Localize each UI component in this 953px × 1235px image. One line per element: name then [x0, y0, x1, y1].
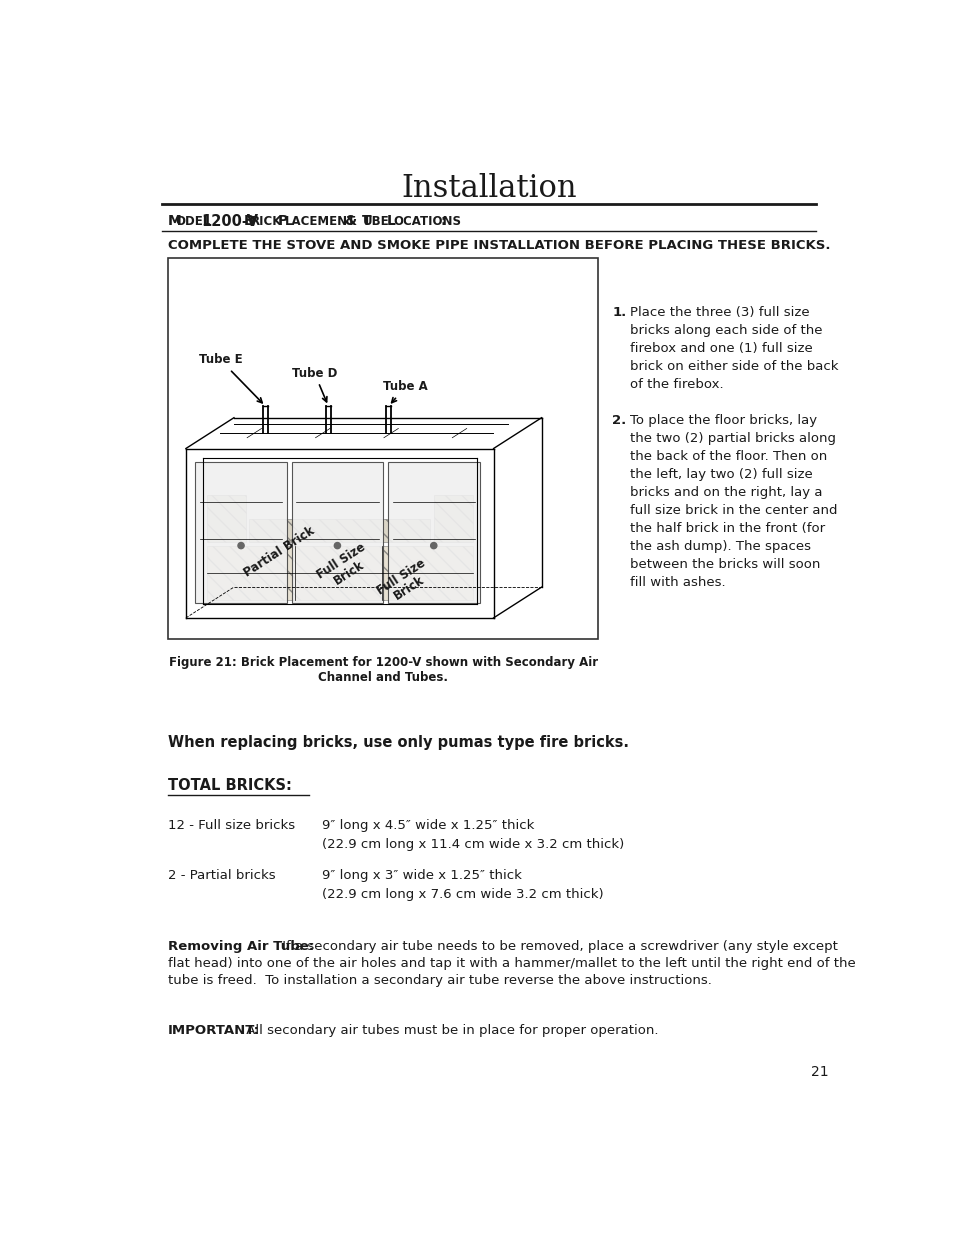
Text: If a secondary air tube needs to be removed, place a screwdriver (any style exce: If a secondary air tube needs to be remo…: [278, 940, 837, 952]
Text: Partial Brick: Partial Brick: [241, 524, 317, 579]
Text: B: B: [244, 215, 254, 228]
Text: 1200-V: 1200-V: [201, 214, 258, 228]
Text: 12 - Full size bricks: 12 - Full size bricks: [168, 819, 294, 832]
Text: (22.9 cm long x 7.6 cm wide 3.2 cm thick): (22.9 cm long x 7.6 cm wide 3.2 cm thick…: [322, 888, 603, 900]
Bar: [168, 258, 598, 638]
Circle shape: [237, 542, 244, 548]
Text: All secondary air tubes must be in place for proper operation.: All secondary air tubes must be in place…: [242, 1025, 659, 1037]
Text: flat head) into one of the air holes and tap it with a hammer/mallet to the left: flat head) into one of the air holes and…: [168, 957, 855, 969]
Text: OCATIONS: OCATIONS: [394, 215, 461, 227]
Text: ODEL: ODEL: [175, 215, 211, 227]
Text: 2.: 2.: [612, 414, 626, 427]
Text: 1.: 1.: [612, 306, 626, 319]
Text: Full Size
Brick: Full Size Brick: [375, 556, 436, 609]
Bar: [195, 462, 287, 603]
Bar: [434, 495, 472, 542]
Text: To place the floor bricks, lay
the two (2) partial bricks along
the back of the : To place the floor bricks, lay the two (…: [629, 414, 837, 589]
Text: Tube A: Tube A: [383, 380, 428, 403]
Text: & T: & T: [344, 215, 371, 228]
Text: Place the three (3) full size
bricks along each side of the
firebox and one (1) : Place the three (3) full size bricks alo…: [629, 306, 838, 391]
Circle shape: [430, 542, 436, 548]
Text: tube is freed.  To installation a secondary air tube reverse the above instructi: tube is freed. To installation a seconda…: [168, 973, 711, 987]
Text: P: P: [278, 215, 288, 228]
Text: 9″ long x 3″ wide x 1.25″ thick: 9″ long x 3″ wide x 1.25″ thick: [322, 869, 521, 882]
Text: L: L: [386, 215, 395, 228]
Text: Tube E: Tube E: [198, 353, 262, 403]
Text: IMPORTANT:: IMPORTANT:: [168, 1025, 260, 1037]
Circle shape: [334, 542, 340, 548]
Bar: [292, 462, 383, 603]
Text: Full Size
Brick: Full Size Brick: [314, 541, 375, 593]
Text: LACEMENT: LACEMENT: [285, 215, 356, 227]
Text: Figure 21: Brick Placement for 1200-V shown with Secondary Air
Channel and Tubes: Figure 21: Brick Placement for 1200-V sh…: [169, 656, 598, 684]
Bar: [207, 495, 245, 542]
Text: Installation: Installation: [400, 173, 577, 204]
Bar: [207, 546, 472, 600]
Text: When replacing bricks, use only pumas type fire bricks.: When replacing bricks, use only pumas ty…: [168, 735, 628, 750]
Text: (22.9 cm long x 11.4 cm wide x 3.2 cm thick): (22.9 cm long x 11.4 cm wide x 3.2 cm th…: [322, 837, 624, 851]
Text: Tube D: Tube D: [292, 367, 336, 401]
Bar: [249, 520, 430, 542]
Text: M: M: [168, 215, 182, 228]
Text: 9″ long x 4.5″ wide x 1.25″ thick: 9″ long x 4.5″ wide x 1.25″ thick: [322, 819, 534, 832]
Text: COMPLETE THE STOVE AND SMOKE PIPE INSTALLATION BEFORE PLACING THESE BRICKS.: COMPLETE THE STOVE AND SMOKE PIPE INSTAL…: [168, 240, 830, 252]
Text: 2 - Partial bricks: 2 - Partial bricks: [168, 869, 275, 882]
Text: RICK: RICK: [251, 215, 282, 227]
Text: 21: 21: [810, 1066, 828, 1079]
Text: Removing Air Tube:: Removing Air Tube:: [168, 940, 314, 952]
Bar: [388, 462, 479, 603]
Text: :: :: [440, 215, 446, 228]
Text: UBE: UBE: [363, 215, 390, 227]
Text: TOTAL BRICKS:: TOTAL BRICKS:: [168, 778, 292, 793]
